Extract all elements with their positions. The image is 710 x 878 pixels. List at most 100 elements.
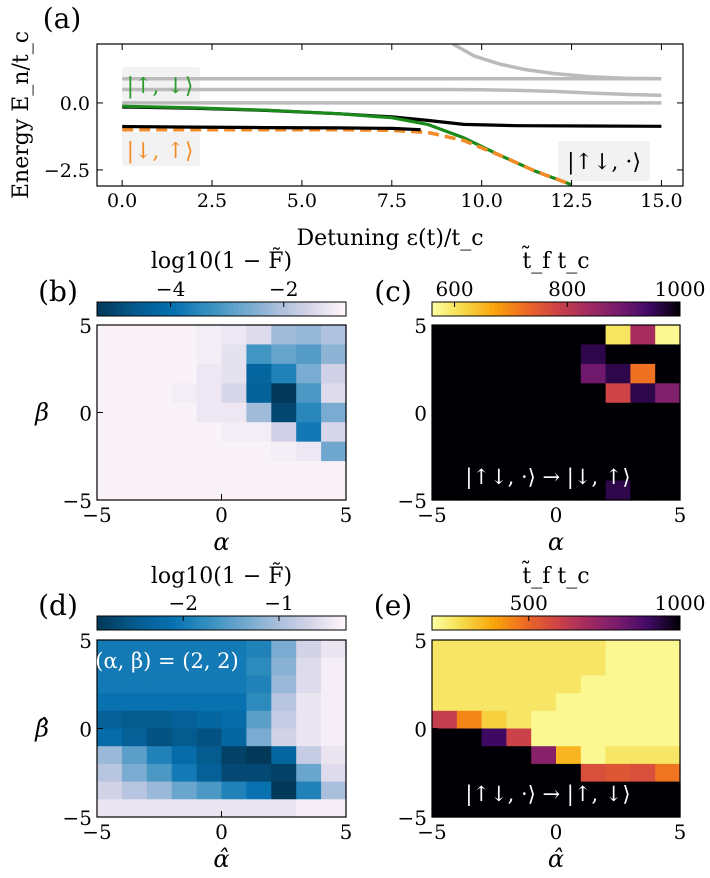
heatmap-cell — [296, 325, 322, 346]
colorbar-segment — [113, 616, 119, 630]
heatmap-cell — [605, 799, 631, 818]
colorbar-segment — [296, 616, 301, 630]
colorbar-segment — [506, 616, 512, 630]
colorbar-segment — [593, 302, 598, 316]
colorbar-segment — [535, 616, 540, 630]
heatmap-cell — [556, 693, 582, 712]
heatmap-cell — [655, 710, 681, 730]
colorbar-segment — [304, 616, 310, 630]
colorbar-segment — [138, 616, 144, 630]
heatmap-cell — [271, 746, 297, 765]
colorbar-segment — [489, 616, 495, 630]
series-orange-dashed — [122, 127, 573, 186]
colorbar-segment — [522, 302, 528, 316]
heatmap-cell — [221, 746, 247, 765]
heatmap-cell — [531, 325, 557, 346]
colorbar-segment — [171, 302, 177, 316]
heatmap-cell — [655, 763, 681, 783]
colorbar-segment — [341, 616, 347, 630]
colorbar-segment — [200, 616, 206, 630]
panel-label: (c) — [374, 275, 412, 308]
heatmap-cell — [481, 781, 507, 800]
colorbar-segment — [502, 302, 507, 316]
colorbar-segment — [630, 616, 636, 630]
colorbar-segment — [117, 616, 123, 630]
heatmap-cell — [531, 657, 557, 676]
colorbar-segment — [589, 302, 594, 316]
heatmap-cell — [506, 710, 532, 730]
heatmap-cell — [171, 402, 198, 423]
heatmap-cell — [456, 640, 483, 659]
heatmap-cell — [580, 344, 607, 365]
colorbar-segment — [663, 302, 669, 316]
colorbar-tick-label: 1000 — [655, 591, 706, 615]
heatmap-cell — [556, 763, 582, 783]
colorbar-segment — [622, 616, 627, 630]
colorbar-segment — [101, 302, 106, 316]
heatmap-cell — [121, 693, 148, 712]
heatmap-cell — [196, 799, 223, 818]
heatmap-cell — [506, 763, 532, 783]
heatmap-cell — [580, 675, 607, 694]
colorbar-segment — [527, 302, 532, 316]
heatmap-cell — [531, 441, 557, 462]
panel-d-cells — [97, 640, 347, 818]
heatmap-cell — [580, 781, 607, 800]
heatmap-cell — [121, 728, 148, 747]
heatmap-cell — [481, 728, 507, 747]
heatmap-cell — [321, 325, 347, 346]
heatmap-cell — [271, 728, 297, 747]
colorbar-segment — [675, 616, 681, 630]
colorbar-segment — [97, 302, 102, 316]
heatmap-cell — [97, 693, 123, 712]
heatmap-cell — [146, 383, 173, 404]
heatmap-cell — [481, 657, 507, 676]
colorbar-segment — [547, 616, 553, 630]
colorbar-segment — [560, 302, 565, 316]
colorbar-segment — [626, 616, 631, 630]
heatmap-cell — [146, 402, 173, 423]
colorbar-segment — [655, 616, 660, 630]
heatmap-cell — [171, 344, 198, 365]
heatmap-cell — [121, 383, 148, 404]
colorbar-segment — [531, 616, 536, 630]
ytick-label: 5 — [79, 629, 92, 653]
colorbar-segment — [551, 616, 557, 630]
colorbar-segment — [321, 302, 326, 316]
heatmap-cell — [321, 441, 347, 462]
heatmap-cell — [655, 402, 681, 423]
heatmap-cell — [556, 710, 582, 730]
heatmap-cell — [630, 640, 656, 659]
series-gray-2 — [122, 87, 662, 98]
heatmap-cell — [121, 461, 148, 482]
colorbar-segment — [456, 302, 462, 316]
heatmap-cell — [481, 383, 507, 404]
colorbar-segment — [263, 616, 268, 630]
heatmap-cell — [246, 441, 272, 462]
heatmap-cell — [531, 675, 557, 694]
heatmap-cell — [655, 799, 681, 818]
heatmap-cell — [506, 728, 532, 747]
heatmap-cell — [531, 693, 557, 712]
colorbar-segment — [514, 616, 520, 630]
heatmap-cell — [456, 325, 483, 346]
heatmap-cell — [580, 325, 607, 346]
xtick-label-a: 10.0 — [461, 190, 503, 212]
heatmap-cell — [221, 441, 247, 462]
series-black-lower — [122, 124, 421, 132]
colorbar-segment — [146, 302, 152, 316]
heatmap-cell — [271, 763, 297, 783]
ytick-label: 0 — [79, 402, 92, 426]
heatmap-cell — [456, 422, 483, 443]
colorbar-segment — [444, 302, 450, 316]
ytick-label: 5 — [79, 314, 92, 338]
colorbar-segment — [267, 302, 272, 316]
heatmap-cell — [146, 640, 173, 659]
colorbar-segment — [556, 302, 561, 316]
colorbar-segment — [287, 616, 293, 630]
colorbar-segment — [651, 302, 656, 316]
heatmap-cell — [271, 693, 297, 712]
xtick-label: 5 — [340, 820, 353, 844]
heatmap-cell — [630, 480, 656, 501]
colorbar-segment — [159, 616, 164, 630]
